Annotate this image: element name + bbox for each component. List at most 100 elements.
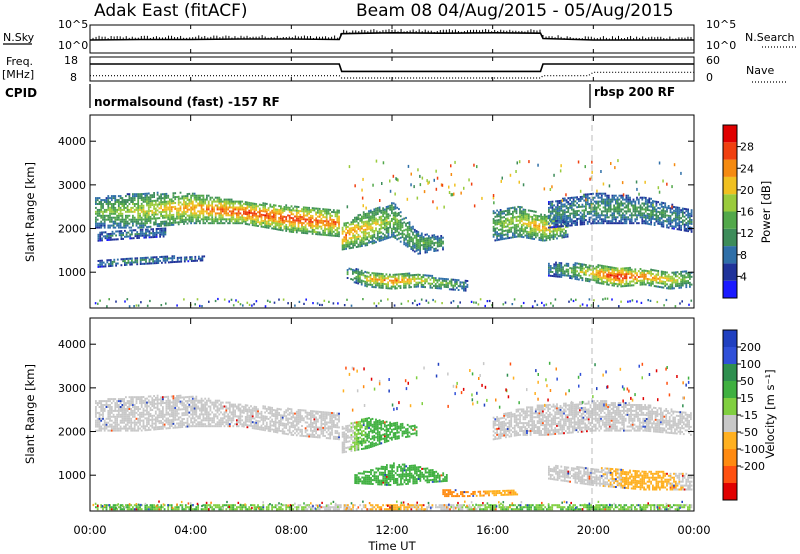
echo-cell (620, 204, 623, 207)
echo-cell (150, 258, 153, 261)
echo-cell (385, 237, 388, 240)
echo-cell (237, 212, 240, 215)
echo-cell (125, 218, 127, 221)
echo-cell (160, 193, 162, 196)
echo-cell (262, 220, 265, 222)
echo-cell (380, 223, 383, 226)
echo-cell (206, 210, 208, 213)
echo-cell (371, 218, 374, 221)
echo-cell (585, 219, 587, 222)
echo-cell (123, 224, 125, 227)
echo-cell (646, 281, 649, 284)
echo-cell (408, 244, 411, 247)
echo-cell (374, 280, 377, 283)
echo-cell (639, 204, 642, 207)
echo-cell (405, 228, 407, 231)
echo-cell (637, 202, 640, 205)
echo-cell (650, 205, 652, 208)
echo-cell (581, 215, 584, 218)
echo-cell (494, 219, 497, 222)
echo-cell (327, 234, 330, 237)
echo-cell (499, 228, 502, 231)
echo-cell (454, 284, 456, 287)
echo-cell (350, 227, 353, 230)
echo-cell (531, 220, 534, 222)
echo-cell (606, 273, 608, 276)
echo-cell (171, 259, 174, 262)
echo-cell (641, 273, 644, 276)
echo-cell (310, 209, 312, 212)
echo-cell (103, 218, 106, 221)
echo-cell (569, 218, 571, 221)
echo-cell (641, 196, 644, 199)
echo-cell (354, 220, 356, 223)
echo-cell (105, 214, 108, 217)
echo-cell (634, 282, 637, 285)
echo-cell (139, 261, 142, 263)
echo-cell (157, 262, 160, 264)
echo-cell (177, 211, 180, 214)
echo-cell (660, 213, 663, 216)
echo-cell (253, 218, 256, 221)
echo-cell (392, 212, 395, 215)
echo-cell (596, 189, 598, 193)
echo-cell (144, 198, 147, 201)
echo-cell (513, 232, 516, 235)
echo-cell (366, 283, 368, 286)
echo-cell (618, 198, 621, 201)
echo-cell (295, 211, 298, 214)
echo-cell (116, 216, 118, 219)
echo-cell (294, 209, 296, 212)
echo-cell (147, 208, 150, 211)
echo-cell (622, 204, 624, 207)
echo-cell (174, 198, 177, 201)
echo-cell (536, 215, 539, 217)
echo-cell (555, 200, 557, 203)
echo-cell (419, 238, 421, 241)
echo-cell (246, 205, 249, 208)
echo-cell (142, 226, 145, 229)
echo-cell (519, 229, 521, 232)
echo-cell (281, 221, 284, 224)
echo-cell (142, 196, 145, 199)
echo-cell (576, 210, 578, 213)
echo-cell (592, 214, 594, 217)
echo-cell (570, 218, 573, 221)
echo-cell (163, 193, 166, 196)
echo-cell (600, 214, 603, 217)
echo-cell (622, 285, 624, 288)
echo-cell (586, 266, 589, 269)
echo-cell (211, 200, 214, 203)
echo-cell (146, 234, 149, 237)
echo-cell (579, 269, 582, 271)
echo-cell (622, 214, 624, 217)
echo-cell (581, 277, 584, 280)
echo-cell (606, 222, 608, 225)
echo-cell (190, 200, 192, 203)
echo-cell (554, 229, 557, 232)
echo-cell (440, 242, 443, 245)
echo-cell (678, 222, 681, 225)
echo-cell (332, 209, 335, 212)
echo-cell (267, 217, 270, 219)
echo-cell (109, 220, 111, 223)
echo-cell (329, 222, 332, 225)
echo-cell (391, 208, 393, 211)
echo-cell (646, 272, 649, 275)
echo-cell (145, 232, 147, 235)
echo-cell (611, 212, 614, 215)
echo-cell (498, 215, 500, 218)
echo-cell (367, 279, 370, 282)
echo-cell (209, 214, 212, 217)
echo-cell (494, 223, 497, 226)
echo-cell (678, 228, 681, 231)
echo-cell (644, 275, 647, 278)
echo-cell (100, 226, 103, 229)
echo-cell (396, 222, 399, 225)
echo-cell (646, 201, 649, 204)
echo-cell (590, 206, 593, 209)
echo-cell (371, 242, 374, 245)
echo-cell (202, 196, 205, 199)
echo-cell (496, 215, 498, 218)
echo-cell (179, 191, 182, 194)
